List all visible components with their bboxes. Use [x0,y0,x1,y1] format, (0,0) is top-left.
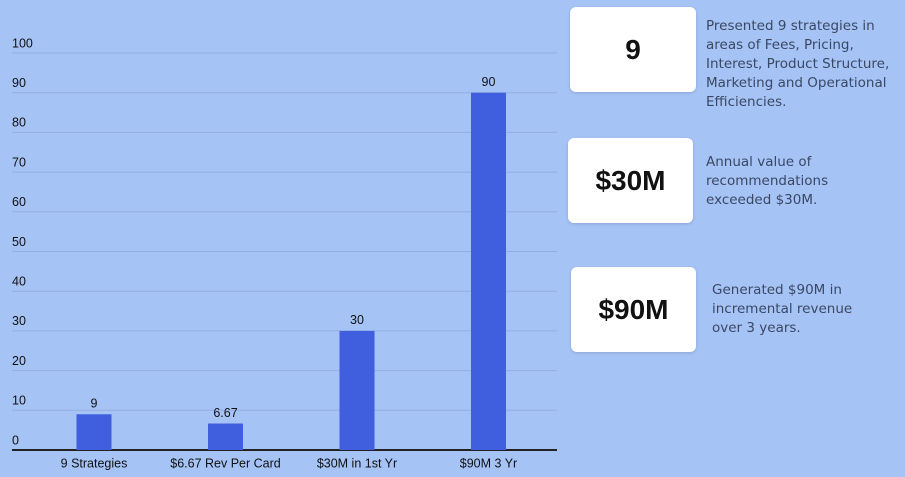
y-tick-label: 0 [12,433,19,447]
value-label: 9 [91,397,98,411]
value-label: 30 [350,313,364,327]
stat-card: $90M [571,267,696,352]
y-tick-label: 80 [12,116,26,130]
bar [208,423,243,450]
x-tick-label: $30M in 1st Yr [317,456,397,470]
bar [471,92,506,450]
stat-card: $30M [568,138,693,223]
value-label: 6.67 [213,406,237,420]
stat-description: Presented 9 strategies in areas of Fees,… [706,18,890,110]
y-tick-label: 30 [12,314,26,328]
stat-description: Annual value of recommendations exceeded… [706,154,829,208]
stat-description: Generated $90M in incremental revenue ov… [712,282,853,336]
bar [339,330,375,450]
stat-card: 9 [570,7,696,92]
y-tick-label: 50 [12,235,26,249]
x-tick-label: 9 Strategies [61,456,128,470]
y-tick-label: 20 [12,354,26,368]
y-tick-label: 90 [12,76,26,90]
x-tick-label: $6.67 Rev Per Card [170,456,281,470]
value-label: 90 [482,75,496,89]
y-tick-label: 100 [12,36,33,50]
y-tick-label: 40 [12,274,26,288]
y-tick-label: 10 [12,394,26,408]
y-tick-label: 70 [12,155,26,169]
x-tick-label: $90M 3 Yr [460,456,517,470]
y-tick-label: 60 [12,195,26,209]
bar [76,414,112,450]
